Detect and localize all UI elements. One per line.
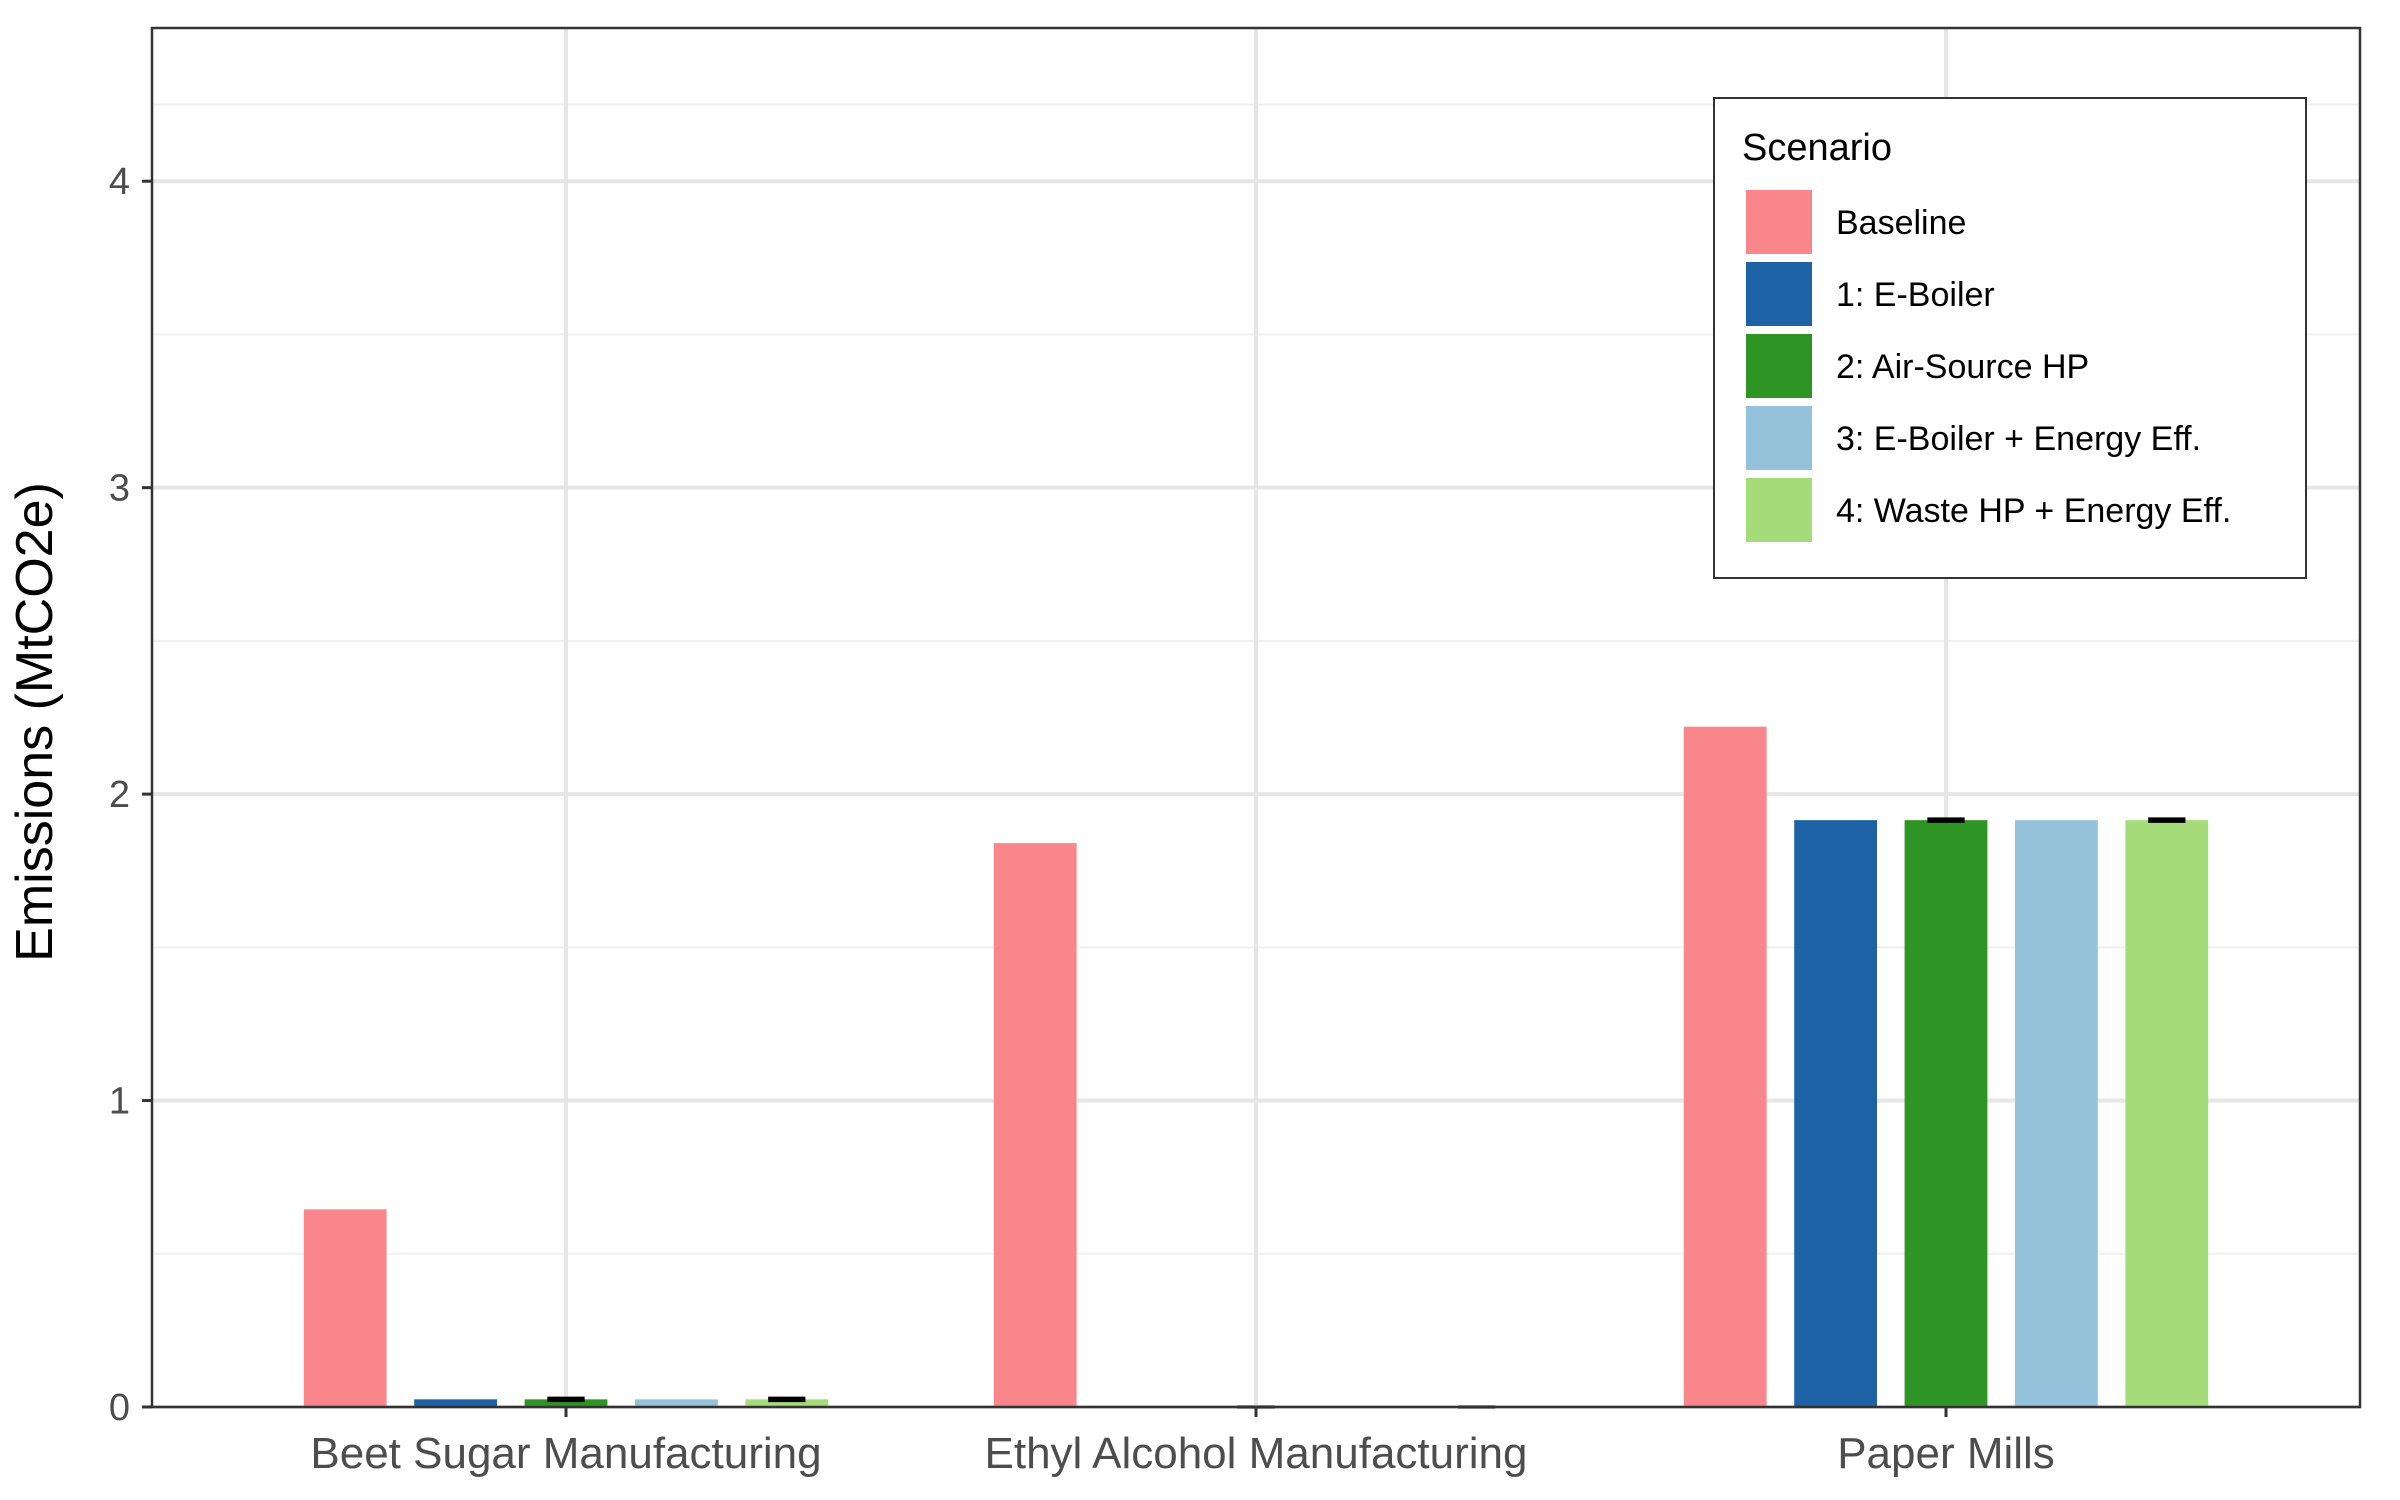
y-tick-label: 0 [109,1387,130,1429]
legend-swatch [1746,478,1812,542]
x-tick-label: Beet Sugar Manufacturing [310,1429,821,1478]
bar [2015,820,2098,1407]
legend-entry-label: 1: E-Boiler [1836,276,1995,314]
bar [524,1399,608,1407]
y-tick-label: 4 [109,161,130,203]
bars [303,726,2209,1407]
bar [414,1399,497,1407]
bar [303,1209,387,1407]
bar [1904,820,1988,1407]
y-tick-label: 2 [109,774,130,816]
legend-title: Scenario [1742,127,1892,169]
legend-box [1713,97,2307,579]
bar [2125,820,2209,1407]
legend-entry-label: 4: Waste HP + Energy Eff. [1836,492,2231,530]
y-tick-label: 3 [109,468,130,510]
legend-entry-label: Baseline [1836,204,1966,242]
bar [1683,726,1767,1407]
y-tick-label: 1 [109,1081,130,1123]
x-tick-label: Paper Mills [1837,1429,2055,1478]
y-axis-title: Emissions (MtCO2e) [6,482,64,962]
legend-swatch [1746,406,1812,470]
legend-swatch [1746,262,1812,326]
legend-swatch [1746,334,1812,398]
x-tick-label: Ethyl Alcohol Manufacturing [985,1429,1528,1478]
legend-entry-label: 3: E-Boiler + Energy Eff. [1836,420,2201,458]
x-axis: Beet Sugar Manufacturing Ethyl Alcohol Ma… [310,1407,2055,1478]
legend-swatch [1746,190,1812,254]
legend-entry-label: 2: Air-Source HP [1836,348,2089,386]
bar [745,1399,829,1407]
legend: Scenario Baseline 1: E-Boiler 2: Air-Source… [1713,97,2307,579]
bar [1794,820,1877,1407]
y-axis: 0 1 2 3 4 [109,161,152,1429]
bar [993,843,1077,1407]
bar [635,1399,718,1407]
